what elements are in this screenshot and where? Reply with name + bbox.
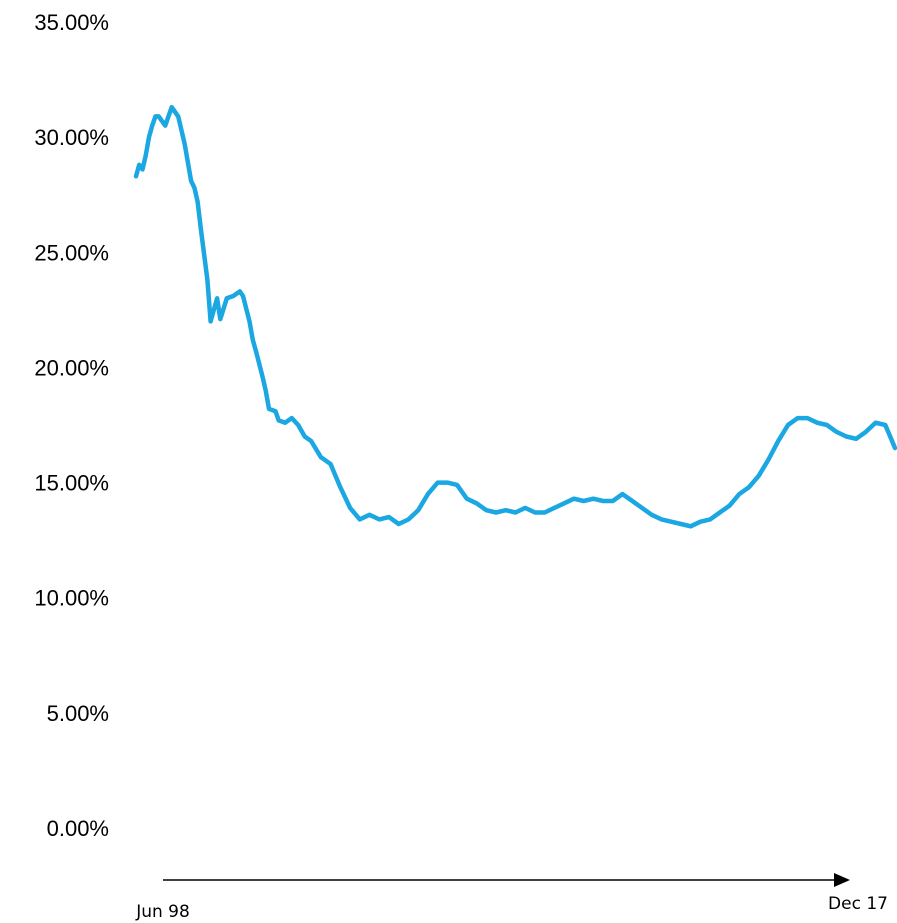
y-axis-ticks: 35.00% 30.00% 25.00% 20.00% 15.00% 10.00% 5.00… <box>34 10 109 841</box>
y-tick-label: 20.00% <box>34 355 109 380</box>
x-axis: Jun 98 Dec 17 <box>135 873 888 922</box>
y-tick-label: 5.00% <box>47 701 109 726</box>
y-tick-label: 25.00% <box>34 240 109 265</box>
series-line <box>133 104 897 529</box>
x-tick-label-end: Dec 17 <box>828 894 888 914</box>
x-tick-label-start: Jun 98 <box>135 902 190 922</box>
y-tick-label: 30.00% <box>34 125 109 150</box>
y-tick-label: 35.00% <box>34 10 109 35</box>
plot-area <box>133 104 897 529</box>
y-tick-label: 10.00% <box>34 586 109 611</box>
x-axis-arrowhead <box>834 873 850 887</box>
y-tick-label: 15.00% <box>34 471 109 496</box>
y-tick-label: 0.00% <box>47 816 109 841</box>
